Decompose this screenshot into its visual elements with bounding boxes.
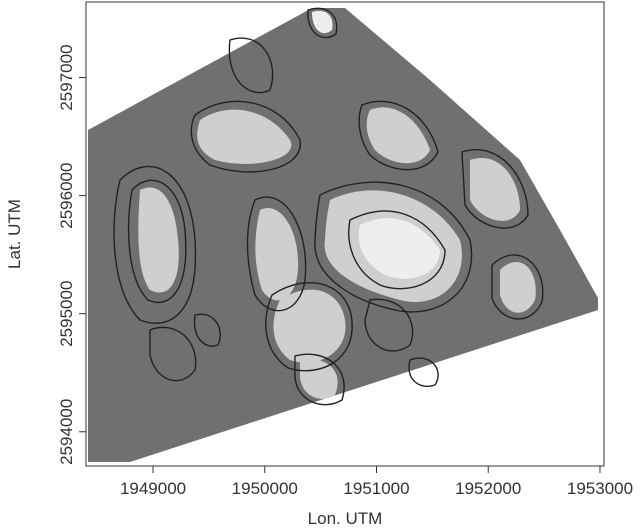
x-tick-label: 1950000: [232, 479, 298, 498]
y-tick-label: 2596000: [57, 163, 76, 229]
y-tick-label: 2595000: [57, 281, 76, 347]
x-axis-label: Lon. UTM: [308, 509, 383, 528]
x-tick-label: 1949000: [120, 479, 186, 498]
y-tick-label: 2597000: [57, 44, 76, 110]
y-axis-label: Lat. UTM: [5, 199, 24, 269]
x-tick-label: 1953000: [567, 479, 633, 498]
raster-map: [88, 7, 598, 462]
plot-frame: [85, 1, 605, 467]
x-tick-label: 1952000: [455, 479, 521, 498]
x-tick-label: 1951000: [343, 479, 409, 498]
y-tick-label: 2594000: [57, 399, 76, 465]
